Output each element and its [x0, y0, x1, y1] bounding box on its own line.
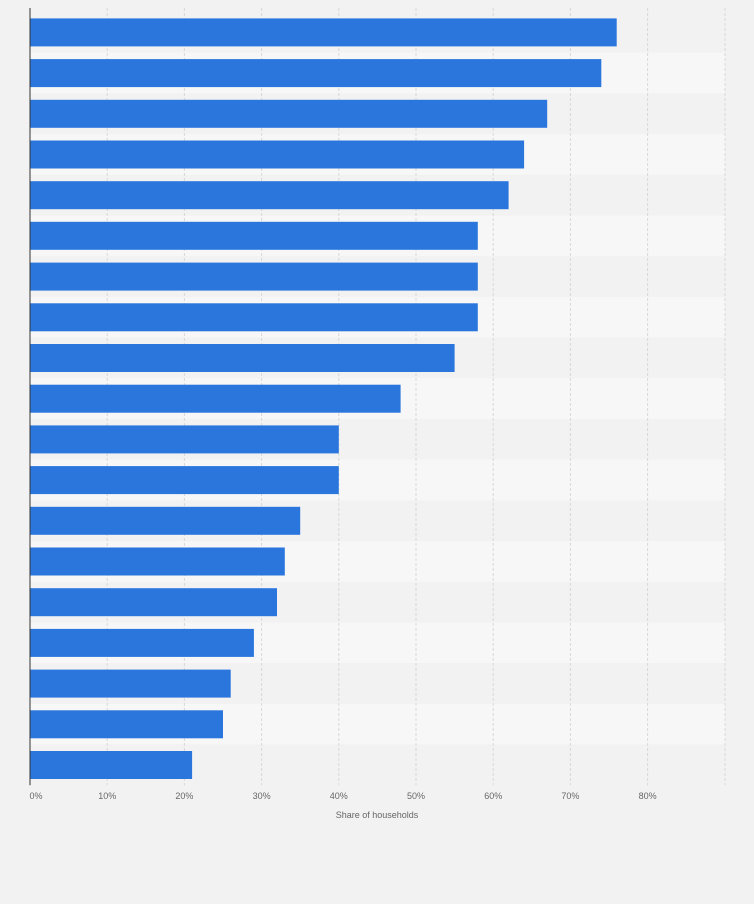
- bar: [30, 466, 339, 495]
- x-tick-label: 80%: [639, 791, 657, 801]
- x-tick-labels: 0% 10% 20% 30% 40% 50% 60% 70% 80%: [29, 791, 656, 801]
- bar: [30, 140, 525, 169]
- x-tick-label: 0%: [29, 791, 42, 801]
- x-tick-label: 30%: [253, 791, 271, 801]
- bar: [30, 547, 285, 576]
- x-tick-label: 60%: [484, 791, 502, 801]
- bars: [30, 18, 617, 779]
- bar: [30, 506, 301, 535]
- bar: [30, 588, 277, 617]
- bar: [30, 425, 339, 454]
- bar: [30, 710, 223, 739]
- x-tick-label: 50%: [407, 791, 425, 801]
- bar: [30, 262, 478, 291]
- x-tick-label: 70%: [561, 791, 579, 801]
- x-axis-title: Share of households: [336, 810, 419, 820]
- bar: [30, 384, 401, 413]
- x-tick-label: 10%: [98, 791, 116, 801]
- bar: [30, 59, 602, 88]
- bar: [30, 221, 478, 250]
- bar: [30, 669, 231, 698]
- bar: [30, 181, 509, 210]
- bar: [30, 18, 617, 47]
- bar: [30, 344, 455, 372]
- bar: [30, 303, 478, 332]
- x-tick-label: 40%: [330, 791, 348, 801]
- bar: [30, 628, 254, 657]
- bar: [30, 99, 548, 128]
- bar: [30, 751, 193, 779]
- x-tick-label: 20%: [175, 791, 193, 801]
